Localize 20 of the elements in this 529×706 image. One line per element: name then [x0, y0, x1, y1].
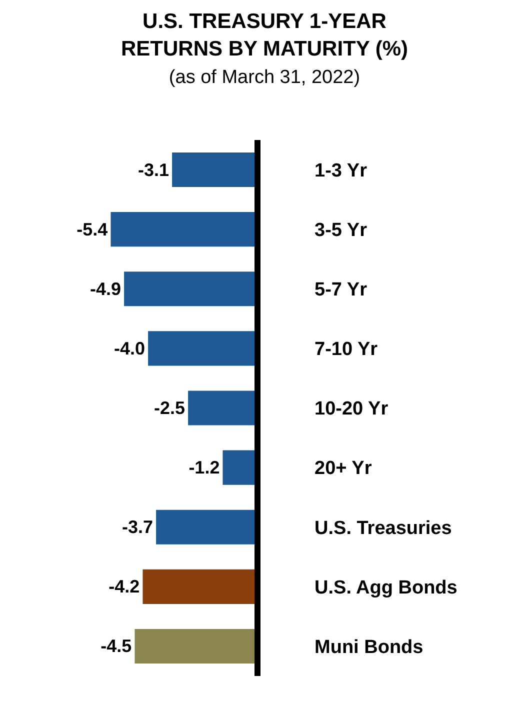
y-tick-label: Muni Bonds — [314, 636, 424, 658]
chart-title: U.S. TREASURY 1-YEAR RETURNS BY MATURITY (%) — [120, 10, 408, 61]
data-label: -4.5 — [100, 636, 132, 656]
y-tick-label: 7-10 Yr — [314, 339, 378, 360]
y-tick-label: U.S. Agg Bonds — [314, 577, 458, 598]
data-label: -2.5 — [154, 398, 186, 418]
data-label: -5.4 — [76, 219, 108, 240]
data-label: -4.9 — [90, 278, 122, 299]
y-tick-label: U.S. Treasuries — [314, 518, 452, 539]
y-tick-label: 10-20 Yr — [314, 398, 389, 420]
data-label: -3.1 — [138, 160, 170, 180]
y-tick-label: 20+ Yr — [314, 458, 372, 480]
y-tick-label: 3-5 Yr — [314, 220, 368, 241]
data-label: -4.2 — [108, 576, 140, 597]
data-label: -1.2 — [188, 458, 220, 478]
data-label: -3.7 — [122, 517, 154, 538]
y-tick-label: 5-7 Yr — [314, 280, 368, 301]
chart-subtitle: (as of March 31, 2022) — [168, 66, 360, 88]
y-tick-label: 1-3 Yr — [314, 160, 368, 182]
data-label: -4.0 — [114, 338, 146, 358]
